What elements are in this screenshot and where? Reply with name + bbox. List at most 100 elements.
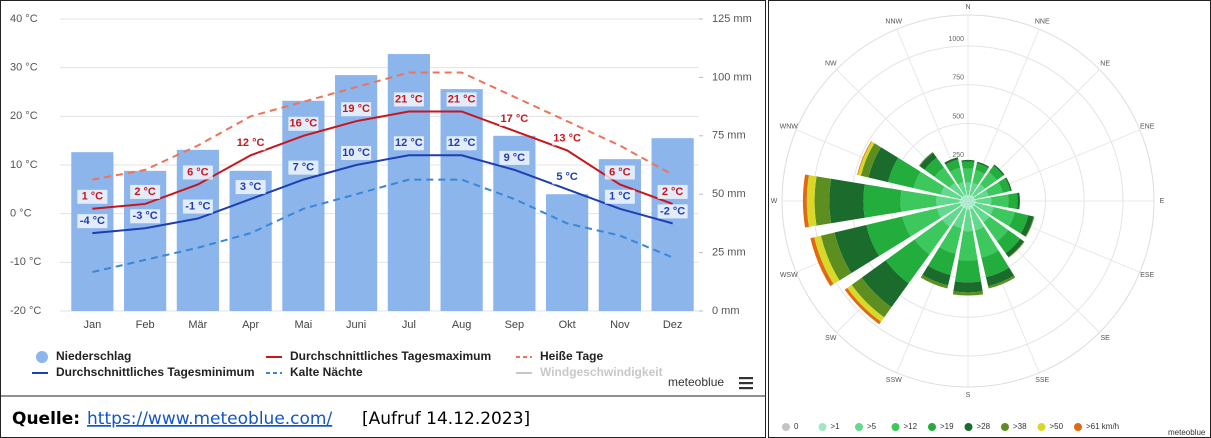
- wind-segment: [958, 230, 978, 261]
- legend-label: >50: [1050, 422, 1064, 431]
- caption-note: [Aufruf 14.12.2023]: [362, 409, 530, 429]
- legend-label: >38: [1013, 422, 1027, 431]
- wind-segment: [993, 164, 1005, 176]
- wind-segment: [950, 167, 964, 185]
- label-box: [235, 180, 266, 195]
- label-box: [235, 136, 266, 151]
- data-label: 1 °C: [82, 191, 104, 203]
- wind-segment: [936, 195, 960, 207]
- wind-segment: [981, 250, 1010, 278]
- label-box: [77, 189, 108, 204]
- wind-segment: [939, 224, 962, 254]
- direction-label: SE: [1101, 335, 1111, 342]
- label-box: [499, 111, 530, 126]
- wind-segment: [829, 178, 865, 224]
- wind-segment: [968, 199, 976, 203]
- wind-segment: [1025, 216, 1035, 237]
- wind-segment: [806, 175, 817, 227]
- direction-label: SSE: [1035, 377, 1049, 384]
- wind-segment: [918, 151, 934, 167]
- caption-label: Quelle:: [12, 409, 80, 429]
- credit: meteoblue: [1168, 428, 1206, 437]
- caption-link[interactable]: https://www.meteoblue.com/: [87, 409, 332, 429]
- wind-segment: [975, 163, 989, 174]
- legend-label: >19: [940, 422, 954, 431]
- line: [92, 71, 674, 181]
- label-box: [288, 116, 319, 131]
- label-box: [130, 184, 161, 199]
- bar: [651, 138, 694, 311]
- direction-label: NW: [825, 61, 837, 68]
- wind-segment: [960, 196, 968, 201]
- label-box: [446, 92, 477, 107]
- wind-segment: [962, 168, 974, 183]
- x-tick-label: Sep: [505, 319, 525, 331]
- legend-symbol: [36, 351, 48, 363]
- label-box: [393, 136, 424, 151]
- data-label: 10 °C: [342, 147, 370, 159]
- data-label: 9 °C: [504, 152, 526, 164]
- line: [92, 178, 674, 274]
- wind-segment: [851, 277, 892, 318]
- direction-label: WNW: [780, 124, 799, 131]
- label-box: [182, 165, 213, 180]
- y2-tick-label: 50 mm: [712, 188, 746, 200]
- wind-segment: [980, 172, 997, 189]
- direction-label: NNW: [885, 19, 902, 26]
- legend-symbol: [1037, 423, 1046, 431]
- label-box: [130, 209, 161, 224]
- wind-segment: [966, 201, 970, 210]
- legend-label: Niederschlag: [56, 349, 131, 363]
- wind-segment: [954, 259, 982, 283]
- wind-segment: [814, 176, 832, 226]
- wind-segment: [857, 141, 872, 176]
- data-label: 12 °C: [237, 137, 265, 149]
- wind-segment: [922, 265, 951, 286]
- y2-tick-label: 0 mm: [712, 305, 740, 317]
- r-tick-label: 750: [952, 75, 964, 82]
- credit: meteoblue: [668, 375, 724, 389]
- direction-label: N: [965, 4, 970, 11]
- label-box: [552, 131, 583, 146]
- legend-label: >28: [977, 422, 991, 431]
- legend-symbol: [1074, 423, 1082, 431]
- wind-segment: [967, 194, 969, 201]
- wind-segment: [945, 159, 961, 172]
- legend-label: >61 km/h: [1086, 422, 1119, 431]
- wind-segment: [868, 147, 899, 183]
- wind-segment: [973, 189, 989, 200]
- wind-segment: [968, 201, 976, 206]
- wind-segment: [1004, 177, 1012, 192]
- data-label: 19 °C: [342, 103, 370, 115]
- wind-segment: [860, 143, 881, 178]
- wind-segment: [974, 226, 999, 258]
- x-tick-label: Aug: [452, 319, 472, 331]
- x-tick-label: Mär: [188, 319, 207, 331]
- data-label: 2 °C: [134, 186, 156, 198]
- label-box: [446, 136, 477, 151]
- legend-label: Durchschnittliches Tagesmaximum: [290, 349, 491, 363]
- legend-symbol: [782, 423, 790, 431]
- wind-segment: [952, 291, 984, 296]
- y-tick-label: 10 °C: [10, 159, 38, 171]
- direction-label: SSW: [886, 377, 902, 384]
- wind-segment: [847, 284, 885, 322]
- wind-segment: [963, 201, 968, 209]
- wind-segment: [985, 267, 1015, 287]
- wind-segment: [1005, 238, 1024, 257]
- wind-segment: [914, 219, 950, 255]
- menu-icon[interactable]: [739, 377, 753, 390]
- wind-segment: [810, 237, 834, 287]
- data-label: 1 °C: [609, 191, 631, 203]
- y2-tick-label: 125 mm: [712, 13, 752, 25]
- y-tick-label: 40 °C: [10, 13, 38, 25]
- wind-segment: [990, 194, 1009, 208]
- wind-segment: [953, 207, 967, 229]
- wind-segment: [969, 182, 978, 196]
- wind-segment: [834, 225, 880, 274]
- r-tick-label: 250: [952, 152, 964, 159]
- legend-symbol: [1001, 423, 1009, 431]
- legend-label: 0: [794, 422, 799, 431]
- wind-segment: [863, 184, 902, 218]
